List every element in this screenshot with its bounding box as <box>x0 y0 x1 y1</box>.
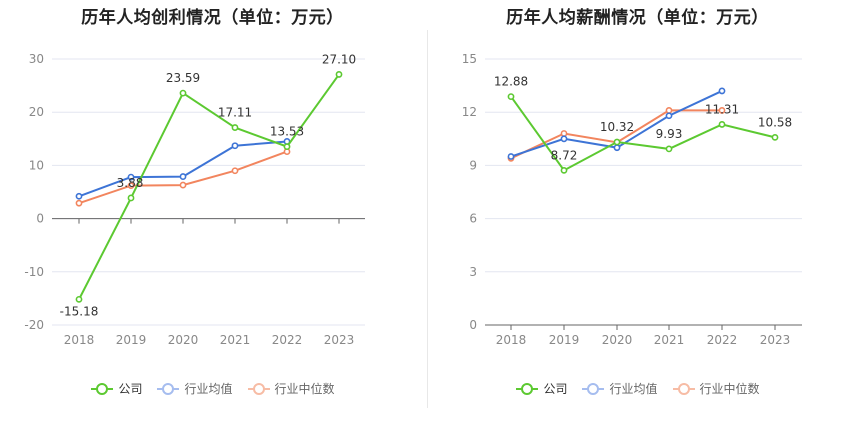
data-label: 12.88 <box>494 75 528 89</box>
x-tick-label: 2019 <box>116 333 147 347</box>
data-point <box>75 192 83 200</box>
data-point <box>231 167 239 175</box>
chart-title: 历年人均薪酬情况（单位：万元） <box>506 8 769 28</box>
data-point <box>665 112 673 120</box>
y-tick-label: 0 <box>469 318 477 332</box>
data-label: 23.59 <box>166 71 200 85</box>
data-point <box>179 181 187 189</box>
data-point <box>560 166 568 174</box>
legend-item-2[interactable]: 行业中位数 <box>247 380 335 397</box>
data-point <box>127 182 135 190</box>
data-point <box>231 142 239 150</box>
x-tick-label: 2020 <box>168 333 199 347</box>
legend-label: 行业中位数 <box>699 382 760 396</box>
profit-chart-panel: 历年人均创利情况（单位：万元） 30 20 10 0 -10 -20 2018 2019 202… <box>0 8 425 397</box>
data-point <box>335 71 343 78</box>
series-line-2 <box>510 109 722 160</box>
legend-label: 行业均值 <box>609 382 658 396</box>
data-label: 13.53 <box>270 125 304 139</box>
legend-swatch-icon <box>157 382 180 395</box>
chart-title: 历年人均创利情况（单位：万元） <box>81 8 344 28</box>
legend-label: 行业均值 <box>184 382 233 396</box>
y-tick-label: 20 <box>29 105 44 119</box>
legend-item-0[interactable]: 公司 <box>515 380 567 397</box>
data-label: 17.11 <box>218 106 252 120</box>
data-point <box>718 121 726 128</box>
data-point <box>771 133 779 141</box>
x-tick-label: 2023 <box>760 333 791 347</box>
salary-chart-panel: 历年人均薪酬情况（单位：万元） 15 12 9 6 3 0 2018 2019 2020 2021… <box>425 0 850 437</box>
legend-item-0[interactable]: 公司 <box>90 380 142 397</box>
data-point <box>613 144 621 152</box>
y-tick-label: 0 <box>36 212 44 226</box>
data-label: 10.58 <box>758 115 792 129</box>
data-point <box>231 124 239 131</box>
data-label: 11.31 <box>705 102 739 116</box>
series-line-0 <box>510 96 776 172</box>
legend-label: 行业中位数 <box>274 382 335 396</box>
y-tick-label: -10 <box>24 265 44 279</box>
legend-swatch-icon <box>582 382 605 395</box>
legend-item-2[interactable]: 行业中位数 <box>672 380 760 397</box>
data-label: 3.88 <box>117 176 144 190</box>
x-tick-label: 2020 <box>602 333 633 347</box>
x-tick-label: 2022 <box>707 333 738 347</box>
legend-label: 公司 <box>543 382 568 396</box>
y-tick-label: 6 <box>469 212 477 226</box>
legend-swatch-icon <box>516 382 539 395</box>
y-tick-label: 3 <box>469 265 477 279</box>
data-point <box>507 93 515 100</box>
profit-chart: 30 20 10 0 -10 -20 2018 2019 2020 2021 2022 2023 -15… <box>24 52 365 347</box>
data-point <box>127 194 135 202</box>
data-point <box>718 107 726 114</box>
legend-swatch-icon <box>672 382 695 395</box>
data-point <box>75 199 83 207</box>
y-tick-label: 12 <box>462 105 477 119</box>
y-tick-label: 15 <box>462 52 477 66</box>
data-label: 10.32 <box>600 120 634 134</box>
legend-item-1[interactable]: 行业均值 <box>156 380 233 397</box>
y-tick-label: 10 <box>29 158 44 172</box>
data-point <box>75 295 83 303</box>
data-point <box>283 143 291 151</box>
data-label: 27.10 <box>322 52 356 66</box>
data-label: 9.93 <box>656 127 683 141</box>
legend-swatch-icon <box>91 382 114 395</box>
y-tick-label: -20 <box>24 318 44 332</box>
x-tick-label: 2019 <box>549 333 580 347</box>
salary-chart: 15 12 9 6 3 0 2018 2019 2020 2021 2022 2023 12.88 8.7… <box>462 52 802 347</box>
x-tick-label: 2021 <box>220 333 251 347</box>
x-tick-label: 2022 <box>272 333 303 347</box>
data-point <box>560 130 568 137</box>
legend-swatch-icon <box>247 382 270 395</box>
y-tick-label: 30 <box>29 52 44 66</box>
x-tick-label: 2018 <box>64 333 95 347</box>
data-label: 8.72 <box>551 148 578 162</box>
x-tick-label: 2023 <box>324 333 355 347</box>
data-point <box>613 138 621 146</box>
x-tick-label: 2018 <box>496 333 527 347</box>
data-point <box>127 173 135 181</box>
legend-label: 公司 <box>118 382 143 396</box>
chart-legend: 公司 行业均值 行业中位数 <box>425 380 850 397</box>
data-point <box>718 87 726 95</box>
data-point <box>665 145 673 153</box>
data-point <box>179 173 187 180</box>
y-tick-label: 9 <box>469 158 477 172</box>
series-line-0 <box>78 73 340 300</box>
data-point <box>665 107 673 114</box>
legend-item-1[interactable]: 行业均值 <box>581 380 658 397</box>
x-tick-label: 2021 <box>654 333 685 347</box>
data-point <box>560 135 568 143</box>
chart-legend: 公司 行业均值 行业中位数 <box>0 380 425 397</box>
data-point <box>507 153 515 160</box>
data-point <box>179 89 187 97</box>
data-label: -15.18 <box>60 304 99 318</box>
panel-divider <box>427 30 428 408</box>
